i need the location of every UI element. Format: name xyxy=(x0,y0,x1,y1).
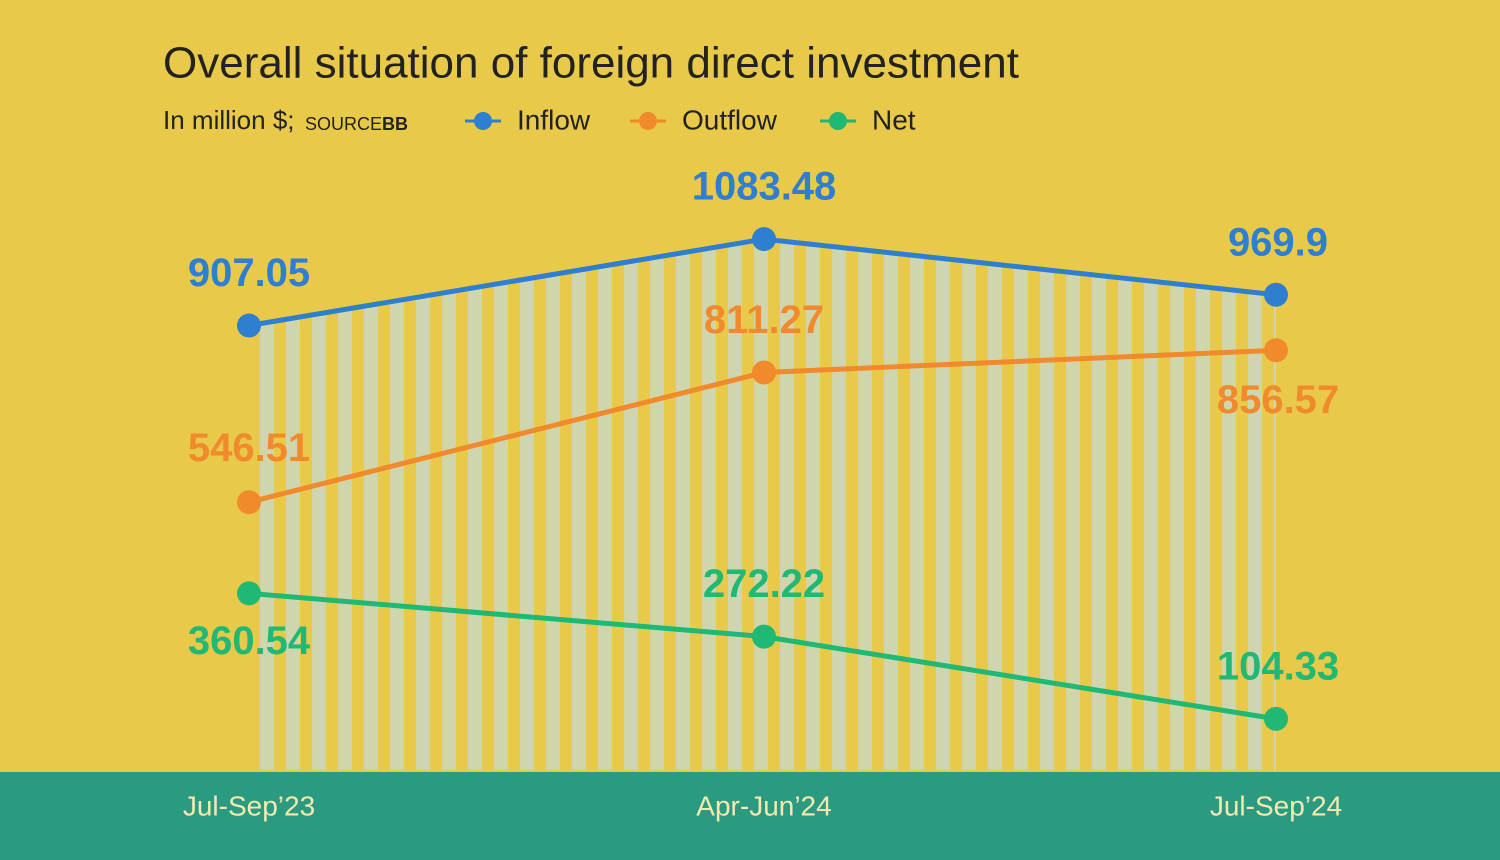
legend-label: Net xyxy=(872,104,916,135)
x-tick-label: Apr-Jun’24 xyxy=(696,790,831,821)
legend-dot xyxy=(474,112,492,130)
value-label: 546.51 xyxy=(188,426,310,470)
legend: Inflow Outflow Net xyxy=(465,104,916,135)
legend-label: Inflow xyxy=(517,104,591,135)
point xyxy=(237,313,261,338)
value-label: 856.57 xyxy=(1217,378,1339,422)
point xyxy=(752,227,776,252)
x-tick-label: Jul-Sep’24 xyxy=(1210,790,1342,821)
value-label: 1083.48 xyxy=(692,165,837,209)
subtitle: In million $; xyxy=(163,105,295,135)
value-label: 360.54 xyxy=(188,619,311,663)
point xyxy=(1264,706,1288,731)
legend-dot xyxy=(829,112,847,130)
value-label: 811.27 xyxy=(704,298,824,342)
inflow-area xyxy=(249,239,1276,771)
x-tick-label: Jul-Sep’23 xyxy=(183,790,315,821)
chart-title: Overall situation of foreign direct inve… xyxy=(163,39,1019,88)
legend-dot xyxy=(639,112,657,130)
point xyxy=(237,581,261,606)
point xyxy=(752,624,776,649)
value-label: 969.9 xyxy=(1228,220,1328,264)
point xyxy=(752,360,776,385)
source-label: SOURCE: xyxy=(305,114,387,134)
value-label: 272.22 xyxy=(703,562,825,606)
point xyxy=(1264,282,1288,307)
source: BB xyxy=(382,114,408,134)
value-label: 104.33 xyxy=(1217,644,1339,688)
legend-label: Outflow xyxy=(682,104,778,135)
value-label: 907.05 xyxy=(188,251,310,295)
point xyxy=(1264,338,1288,363)
plot: Jul-Sep’23 Apr-Jun’24 Jul-Sep’24 907.05 1083… xyxy=(183,165,1342,822)
footer-band xyxy=(0,772,1500,860)
point xyxy=(237,490,261,515)
